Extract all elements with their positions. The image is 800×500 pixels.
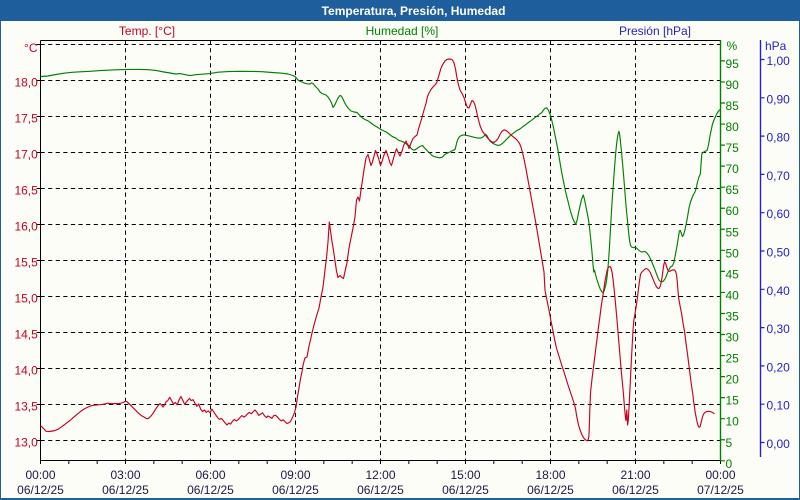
svg-text:Presión [hPa]: Presión [hPa] <box>619 24 691 38</box>
svg-text:70: 70 <box>726 162 740 176</box>
svg-text:06/12/25: 06/12/25 <box>187 483 234 497</box>
svg-text:15:00: 15:00 <box>450 468 480 482</box>
svg-text:90: 90 <box>726 78 740 92</box>
svg-text:30: 30 <box>726 331 740 345</box>
svg-text:0,90: 0,90 <box>767 92 791 106</box>
svg-text:06/12/25: 06/12/25 <box>357 483 404 497</box>
svg-text:Temp. [°C]: Temp. [°C] <box>119 24 175 38</box>
svg-text:75: 75 <box>726 141 740 155</box>
svg-text:16,5: 16,5 <box>14 184 38 198</box>
svg-text:06/12/25: 06/12/25 <box>442 483 489 497</box>
svg-text:25: 25 <box>726 352 740 366</box>
svg-text:Humedad [%]: Humedad [%] <box>366 24 439 38</box>
svg-text:00:00: 00:00 <box>25 468 55 482</box>
svg-text:15,0: 15,0 <box>14 292 38 306</box>
svg-text:18:00: 18:00 <box>535 468 565 482</box>
svg-text:17,0: 17,0 <box>14 148 38 162</box>
svg-text:09:00: 09:00 <box>280 468 310 482</box>
svg-text:0,50: 0,50 <box>767 246 791 260</box>
svg-text:06/12/25: 06/12/25 <box>272 483 319 497</box>
svg-text:00:00: 00:00 <box>705 468 735 482</box>
svg-text:03:00: 03:00 <box>110 468 140 482</box>
svg-text:18,0: 18,0 <box>14 76 38 90</box>
svg-text:06/12/25: 06/12/25 <box>102 483 149 497</box>
svg-text:35: 35 <box>726 309 740 323</box>
svg-text:%: % <box>727 39 738 53</box>
svg-text:06/12/25: 06/12/25 <box>17 483 64 497</box>
svg-text:°C: °C <box>24 41 38 55</box>
svg-text:10: 10 <box>726 415 740 429</box>
svg-text:Temperatura, Presión, Humedad: Temperatura, Presión, Humedad <box>322 4 506 18</box>
svg-text:0,60: 0,60 <box>767 207 791 221</box>
svg-text:60: 60 <box>726 204 740 218</box>
svg-text:65: 65 <box>726 183 740 197</box>
svg-text:13,0: 13,0 <box>14 436 38 450</box>
svg-text:13,5: 13,5 <box>14 400 38 414</box>
svg-text:15,5: 15,5 <box>14 256 38 270</box>
svg-text:06/12/25: 06/12/25 <box>612 483 659 497</box>
svg-text:14,5: 14,5 <box>14 328 38 342</box>
svg-text:07/12/25: 07/12/25 <box>697 483 744 497</box>
svg-text:0: 0 <box>726 457 733 471</box>
svg-text:50: 50 <box>726 246 740 260</box>
svg-text:16,0: 16,0 <box>14 220 38 234</box>
svg-text:06/12/25: 06/12/25 <box>527 483 574 497</box>
svg-text:14,0: 14,0 <box>14 364 38 378</box>
svg-text:0,00: 0,00 <box>767 437 791 451</box>
svg-text:0,30: 0,30 <box>767 322 791 336</box>
svg-text:21:00: 21:00 <box>620 468 650 482</box>
svg-text:20: 20 <box>726 373 740 387</box>
svg-text:80: 80 <box>726 120 740 134</box>
svg-text:06:00: 06:00 <box>195 468 225 482</box>
svg-text:0,80: 0,80 <box>767 131 791 145</box>
svg-text:15: 15 <box>726 394 740 408</box>
svg-text:45: 45 <box>726 267 740 281</box>
svg-text:95: 95 <box>726 57 740 71</box>
svg-text:12:00: 12:00 <box>365 468 395 482</box>
svg-text:1,00: 1,00 <box>767 54 791 68</box>
svg-text:0,10: 0,10 <box>767 399 791 413</box>
svg-text:0,20: 0,20 <box>767 360 791 374</box>
svg-text:hPa: hPa <box>765 39 787 53</box>
svg-text:17,5: 17,5 <box>14 112 38 126</box>
svg-text:0,70: 0,70 <box>767 169 791 183</box>
svg-text:85: 85 <box>726 99 740 113</box>
svg-text:40: 40 <box>726 288 740 302</box>
svg-text:0,40: 0,40 <box>767 284 791 298</box>
svg-text:55: 55 <box>726 225 740 239</box>
svg-text:5: 5 <box>726 436 733 450</box>
